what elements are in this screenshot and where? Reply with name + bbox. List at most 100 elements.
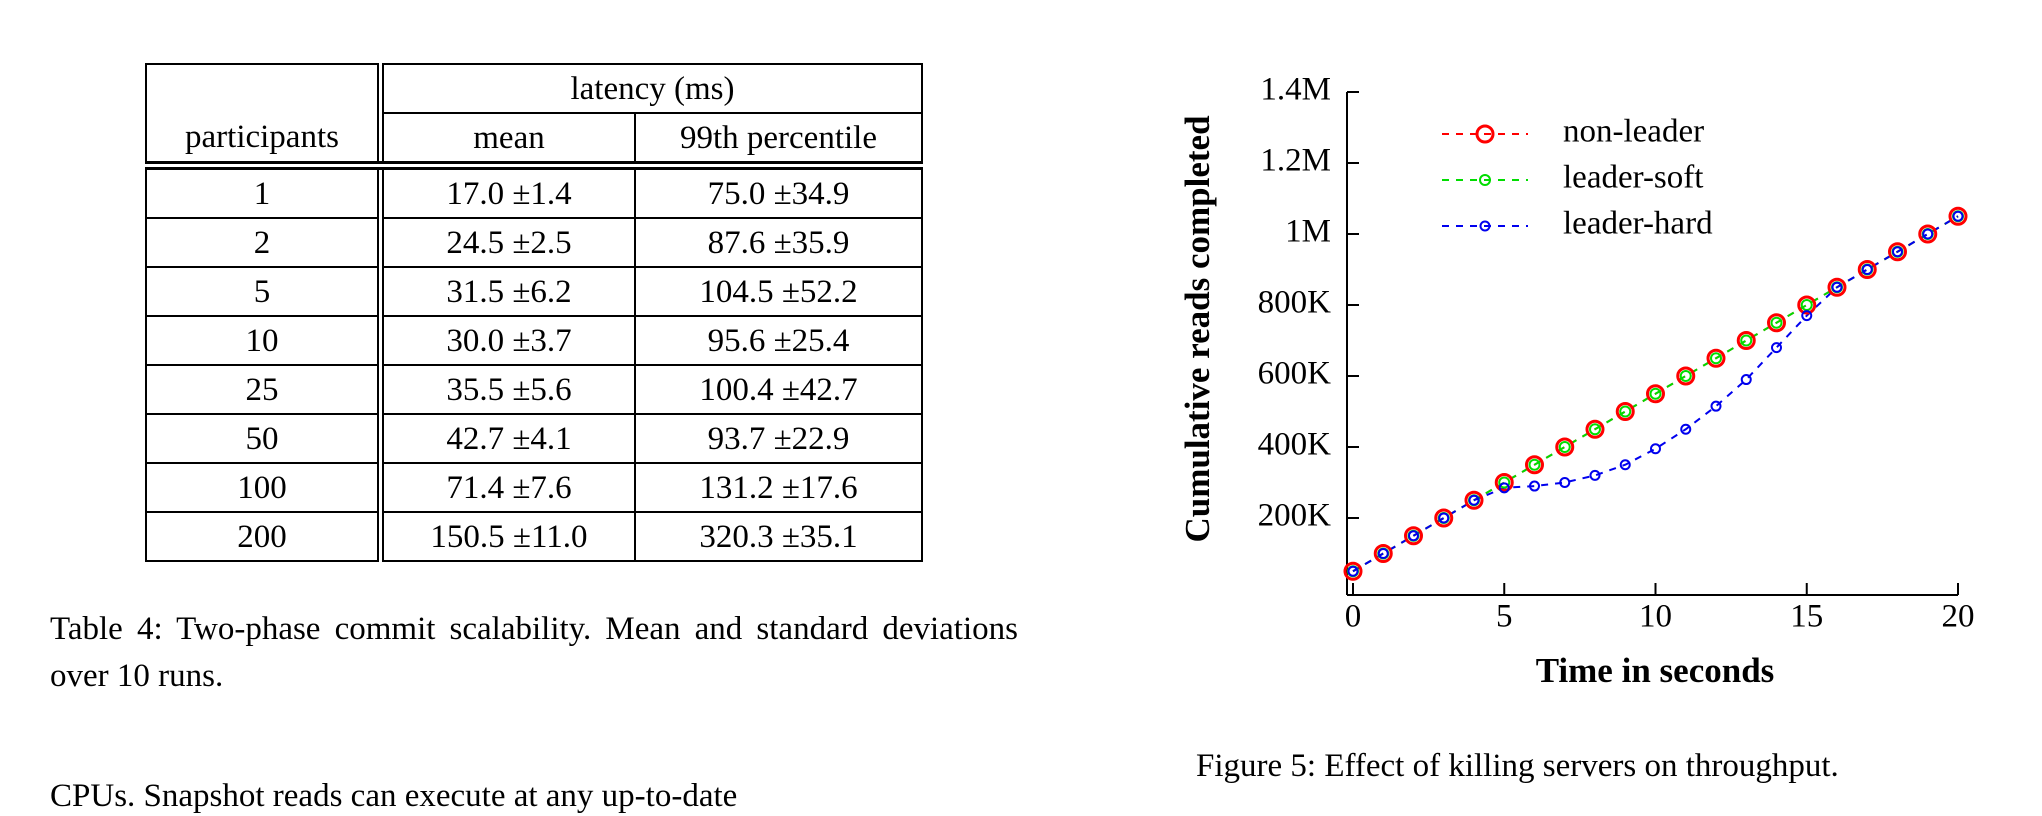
data-point <box>1343 561 1363 581</box>
data-point <box>1679 370 1692 382</box>
legend-marker <box>1475 124 1495 144</box>
table-cell: 17.0 ±1.4 <box>379 164 636 219</box>
data-point <box>1827 277 1847 297</box>
table-cell: 93.7 ±22.9 <box>634 413 923 464</box>
data-point <box>1800 299 1813 311</box>
data-point <box>1948 206 1968 226</box>
data-point <box>1736 331 1756 350</box>
y-tick-label: 1.2M <box>1260 143 1331 179</box>
header-cell: participants <box>145 113 384 170</box>
data-point <box>1555 437 1575 457</box>
header-cell: mean <box>379 112 636 170</box>
data-point <box>1615 402 1635 421</box>
table-cell: 2 <box>145 217 384 268</box>
y-tick-label: 200K <box>1258 498 1332 534</box>
y-tick-label: 400K <box>1258 427 1332 463</box>
legend-marker <box>1479 174 1491 186</box>
data-point <box>1377 548 1389 559</box>
legend-label: leader-soft <box>1563 160 1703 196</box>
chart: Cumulative reads completed Time in secon… <box>1178 72 1975 690</box>
data-point <box>1585 419 1605 439</box>
x-tick-label: 0 <box>1345 599 1362 635</box>
table-cell: 104.5 ±52.2 <box>634 266 923 317</box>
header-cell: 99th percentile <box>634 112 923 170</box>
latency-table: latency (ms) participants mean 99th perc… <box>145 63 923 562</box>
data-point <box>1494 473 1514 492</box>
data-point <box>1676 366 1696 386</box>
table-cell: 95.6 ±25.4 <box>634 315 923 366</box>
table-cell: 10 <box>145 315 384 366</box>
table-row: 2 24.5 ±2.5 87.6 ±35.9 <box>145 217 923 268</box>
table-cell: 87.6 ±35.9 <box>634 217 923 268</box>
table-cell: 150.5 ±11.0 <box>379 511 636 562</box>
table-cell: 35.5 ±5.6 <box>379 364 636 415</box>
data-point <box>1710 400 1722 412</box>
series-line <box>1352 215 1959 573</box>
table-body: 1 17.0 ±1.4 75.0 ±34.9 2 24.5 ±2.5 87.6 ±35.9… <box>145 164 923 562</box>
data-point <box>1558 441 1571 453</box>
header-row: participants mean 99th percentile <box>145 112 923 170</box>
table-row: 100 71.4 ±7.6 131.2 ±17.6 <box>145 462 923 513</box>
x-tick-label: 20 <box>1942 599 1975 635</box>
data-point <box>1770 316 1783 329</box>
data-point <box>1464 490 1484 510</box>
data-point <box>1710 352 1722 365</box>
table-cell: 31.5 ±6.2 <box>379 266 636 317</box>
legend-label: non-leader <box>1563 114 1704 150</box>
data-point <box>1434 508 1454 528</box>
header-cell <box>145 63 384 113</box>
data-point <box>1680 423 1692 435</box>
table-row: 1 17.0 ±1.4 75.0 ±34.9 <box>145 164 923 219</box>
data-point <box>1619 459 1631 471</box>
table-row: 50 42.7 ±4.1 93.7 ±22.9 <box>145 413 923 464</box>
table-cell: 200 <box>145 511 384 562</box>
header-row: latency (ms) <box>145 63 923 114</box>
table-cell: 1 <box>145 164 384 219</box>
data-point <box>1952 210 1964 222</box>
data-point <box>1922 228 1934 240</box>
table-caption: Table 4: Two-phase commit scalability. M… <box>50 611 1018 694</box>
data-point <box>1373 544 1393 563</box>
data-point <box>1649 387 1662 400</box>
table-cell: 100.4 ±42.7 <box>634 364 923 415</box>
data-point <box>1771 342 1782 354</box>
table-cell: 24.5 ±2.5 <box>379 217 636 268</box>
data-point <box>1559 477 1571 488</box>
y-tick-label: 1M <box>1285 214 1331 250</box>
table-cell: 131.2 ±17.6 <box>634 462 923 513</box>
series-line <box>1352 215 1959 573</box>
data-point <box>1767 313 1786 333</box>
table-row: 200 150.5 ±11.0 320.3 ±35.1 <box>145 511 923 562</box>
y-tick-label: 600K <box>1258 356 1332 392</box>
data-point <box>1468 494 1480 506</box>
table-cell: 30.0 ±3.7 <box>379 315 636 366</box>
table-cell: 5 <box>145 266 384 317</box>
data-point <box>1892 246 1903 258</box>
header-cell: latency (ms) <box>379 63 923 114</box>
legend-label: leader-hard <box>1563 206 1713 242</box>
data-point <box>1347 565 1359 577</box>
data-point <box>1404 526 1423 546</box>
data-point <box>1498 482 1510 494</box>
data-point <box>1589 423 1601 436</box>
y-tick-label: 1.4M <box>1260 72 1331 108</box>
data-point <box>1589 469 1601 481</box>
table-cell: 42.7 ±4.1 <box>379 413 636 464</box>
data-point <box>1801 310 1813 322</box>
data-point <box>1525 455 1544 475</box>
y-axis-label: Cumulative reads completed <box>1178 115 1217 543</box>
data-point <box>1740 374 1752 386</box>
data-point <box>1528 458 1541 471</box>
x-tick-label: 15 <box>1790 599 1823 635</box>
data-point <box>1706 348 1726 368</box>
x-axis-label: Time in seconds <box>1536 651 1775 690</box>
page: latency (ms) participants mean 99th perc… <box>50 63 1975 814</box>
x-tick-label: 5 <box>1496 599 1513 635</box>
table-row: 25 35.5 ±5.6 100.4 ±42.7 <box>145 364 923 415</box>
data-point <box>1498 476 1511 489</box>
data-point <box>1888 242 1907 262</box>
data-point <box>1619 405 1632 418</box>
data-point <box>1438 512 1450 524</box>
table-row: 5 31.5 ±6.2 104.5 ±52.2 <box>145 266 923 317</box>
table-cell: 75.0 ±34.9 <box>634 164 923 219</box>
